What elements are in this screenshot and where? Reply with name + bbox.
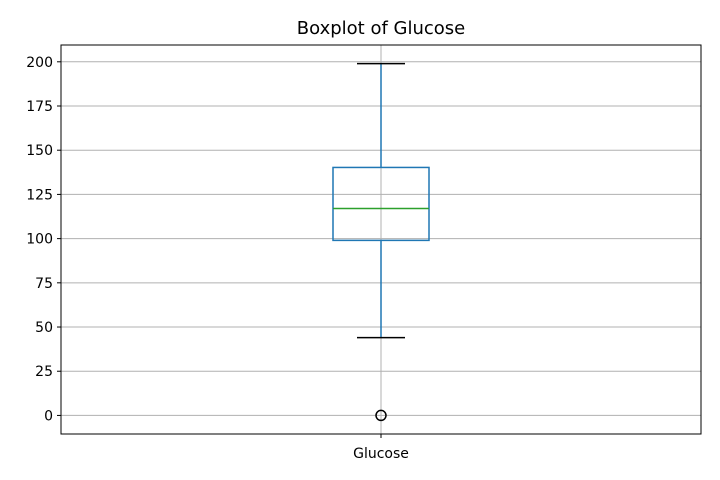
box-elements (332, 62, 430, 422)
outlier-point (375, 409, 387, 422)
y-tick-label: 100 (26, 232, 53, 248)
y-tick-label: 0 (44, 408, 53, 424)
plot-frame (60, 44, 702, 435)
y-tick-label: 50 (35, 320, 53, 336)
chart-title: Boxplot of Glucose (297, 18, 465, 39)
y-tick-label: 175 (26, 99, 53, 115)
y-tick-label: 125 (26, 187, 53, 203)
x-tick-label: Glucose (353, 446, 409, 462)
y-tick-label: 75 (35, 276, 53, 292)
y-tick-label: 150 (26, 143, 53, 159)
y-tick-label: 200 (26, 55, 53, 71)
axes: 0 25 50 75 100 125 150 175 200 Glucose (26, 55, 409, 462)
iqr-box (332, 166, 430, 242)
y-tick-label: 25 (35, 364, 53, 380)
grid-lines (61, 45, 701, 434)
